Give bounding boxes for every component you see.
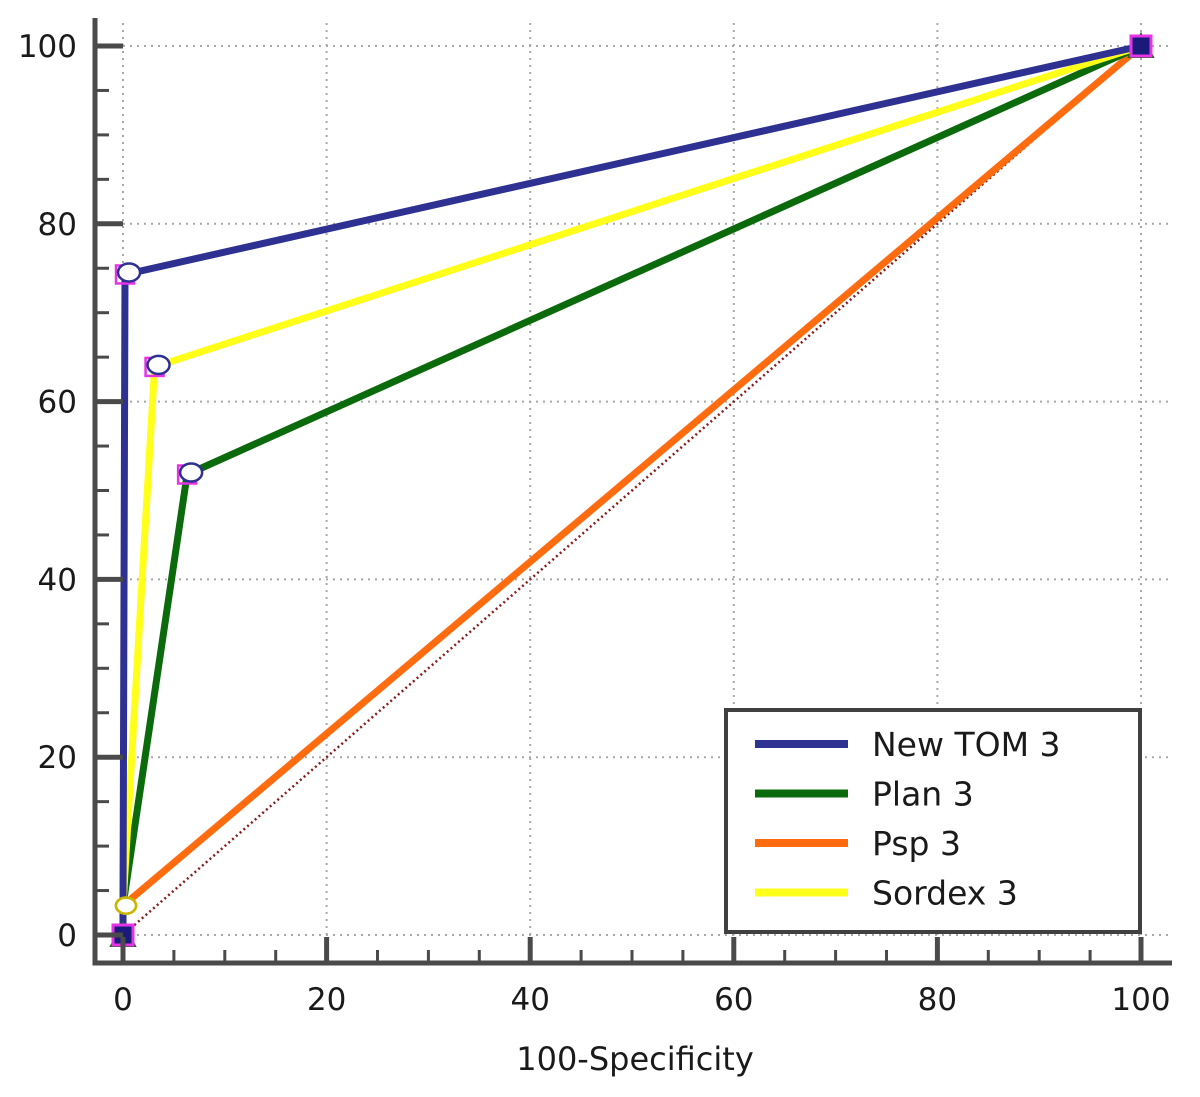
y-tick-label: 60 [38,385,77,421]
x-tick-label: 40 [510,982,549,1018]
series-marker-plan-3 [180,463,202,481]
series-marker-new-tom-3 [116,898,136,914]
x-tick-label: 80 [918,982,957,1018]
series-marker-sordex-3 [148,356,170,374]
x-tick-label: 60 [714,982,753,1018]
x-tick-label: 0 [113,982,133,1018]
y-tick-label: 20 [38,740,77,776]
y-tick-label: 0 [57,918,77,954]
series-marker-new-tom-3 [1131,36,1151,56]
legend-label-psp-3: Psp 3 [872,824,961,863]
x-tick-label: 100 [1111,982,1170,1018]
roc-chart: 0 20 40 60 80 100 0 20 40 60 80 100 100-Specificity… [0,0,1200,1097]
y-tick-label: 100 [18,29,77,65]
series-marker-new-tom-3 [118,263,140,281]
x-axis-title: 100-Specificity [516,1040,754,1078]
y-tick-label: 80 [38,207,77,243]
x-tick-label: 20 [307,982,346,1018]
legend: New TOM 3 Plan 3 Psp 3 Sordex 3 [726,710,1140,932]
legend-label-new-tom-3: New TOM 3 [872,725,1061,764]
y-tick-label: 40 [38,562,77,598]
legend-label-sordex-3: Sordex 3 [872,874,1018,913]
legend-label-plan-3: Plan 3 [872,775,974,814]
